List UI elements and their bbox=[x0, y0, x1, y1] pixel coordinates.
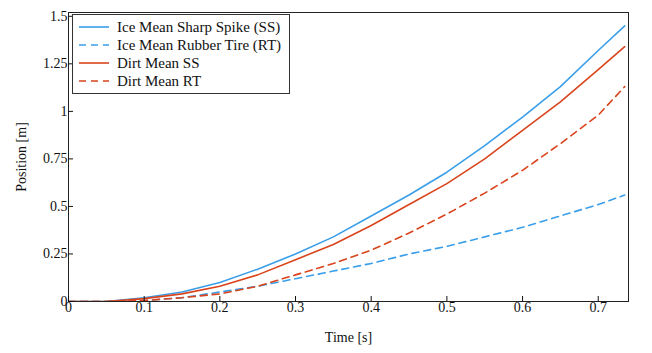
svg-text:0.6: 0.6 bbox=[514, 300, 532, 315]
svg-text:0.5: 0.5 bbox=[50, 199, 68, 214]
svg-text:0.75: 0.75 bbox=[43, 151, 68, 166]
svg-text:0.25: 0.25 bbox=[43, 246, 68, 261]
svg-text:0.7: 0.7 bbox=[589, 300, 607, 315]
html-text:Ice Mean Sharp Spike (SS): Ice Mean Sharp Spike (SS) bbox=[117, 19, 281, 35]
svg-text:0.3: 0.3 bbox=[287, 300, 305, 315]
svg-text:0.4: 0.4 bbox=[362, 300, 380, 315]
svg-text:0: 0 bbox=[61, 294, 68, 309]
svg-text:0.1: 0.1 bbox=[135, 300, 153, 315]
html-text:Dirt Mean SS: Dirt Mean SS bbox=[117, 55, 200, 71]
svg-text:0.2: 0.2 bbox=[211, 300, 229, 315]
html-text:Dirt Mean RT: Dirt Mean RT bbox=[117, 73, 202, 89]
html-text:Ice Mean Rubber Tire (RT): Ice Mean Rubber Tire (RT) bbox=[117, 37, 282, 53]
svg-text:Position [m]: Position [m] bbox=[14, 122, 29, 192]
svg-text:1.5: 1.5 bbox=[50, 9, 68, 24]
svg-text:1.25: 1.25 bbox=[43, 56, 68, 71]
svg-text:0: 0 bbox=[65, 300, 72, 316]
svg-text:0.5: 0.5 bbox=[438, 300, 456, 315]
svg-text:1: 1 bbox=[61, 104, 68, 119]
svg-text:Time [s]: Time [s] bbox=[325, 330, 372, 345]
